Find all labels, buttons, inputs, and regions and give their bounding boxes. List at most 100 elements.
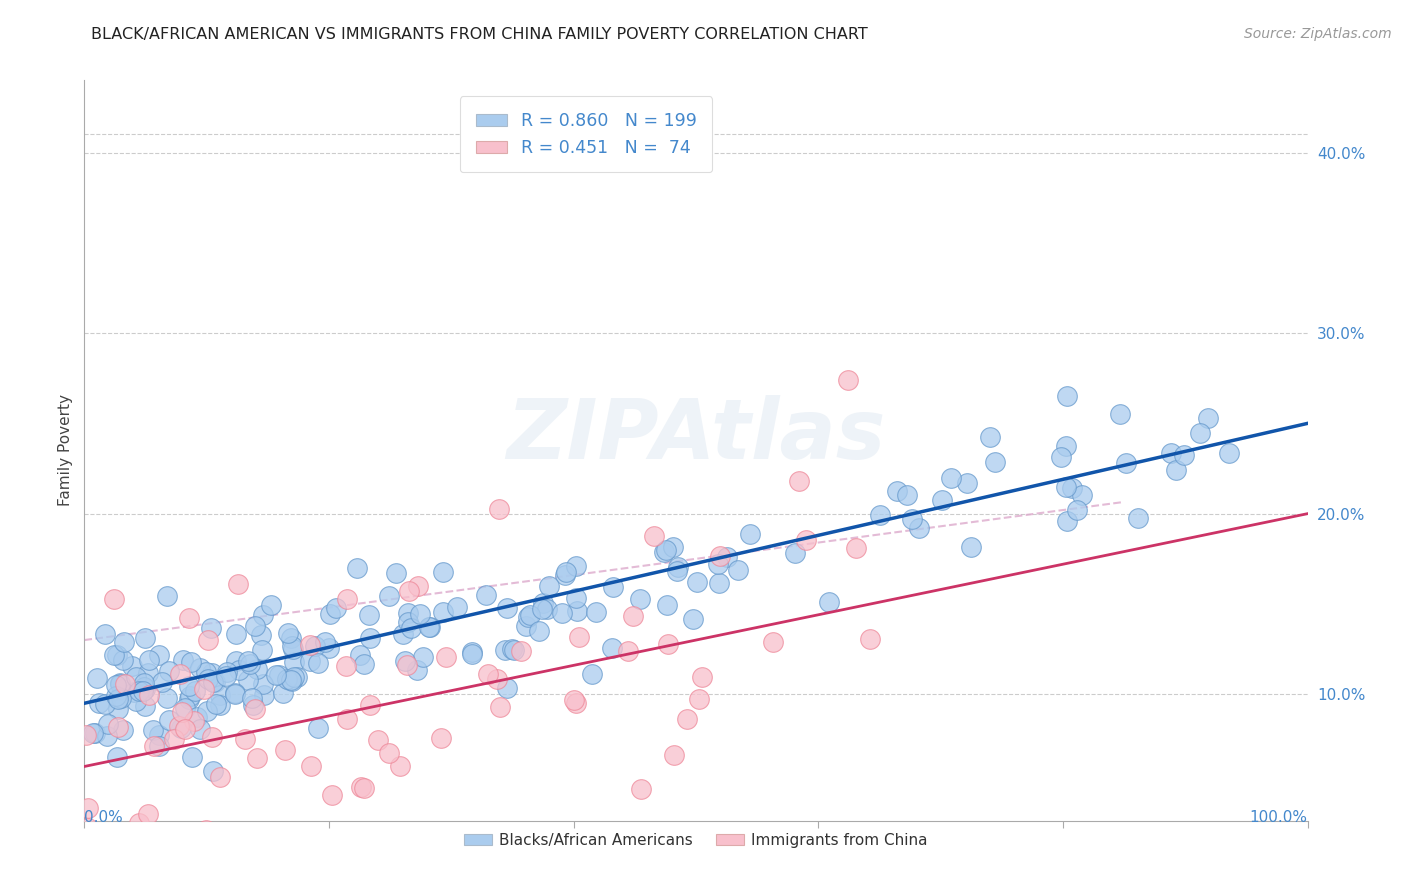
Point (104, 689, 127, 703)
Point (353, 657, 375, 671)
Point (148, 739, 170, 753)
Point (378, 589, 401, 603)
Point (495, 601, 517, 615)
Point (489, 700, 512, 714)
Point (163, 731, 186, 746)
Point (197, 633, 219, 648)
Point (353, 781, 375, 796)
Point (432, 605, 454, 619)
Point (243, 702, 266, 716)
Point (148, 727, 170, 741)
Point (787, 475, 810, 489)
Point (336, 591, 359, 606)
Text: ZIPAtlas: ZIPAtlas (506, 395, 886, 476)
Point (97, 831, 120, 846)
Point (676, 712, 699, 726)
Point (1126, 511, 1149, 525)
Point (260, 599, 283, 613)
Point (299, 638, 322, 652)
Point (538, 579, 561, 593)
Point (299, 759, 322, 773)
Point (377, 746, 399, 760)
Point (215, 665, 238, 680)
Point (82, 726, 104, 740)
Point (655, 598, 678, 612)
Point (429, 731, 451, 745)
Point (432, 566, 454, 580)
Point (134, 699, 156, 714)
Point (204, 674, 226, 689)
Point (280, 673, 302, 688)
Point (562, 693, 585, 707)
Point (785, 546, 807, 560)
Point (173, 722, 195, 736)
Point (180, 655, 202, 669)
Point (1218, 446, 1240, 460)
Point (246, 751, 269, 765)
Point (225, 627, 247, 641)
Point (1109, 408, 1132, 422)
Point (837, 374, 859, 388)
Point (112, 635, 135, 649)
Point (169, 719, 191, 733)
Point (110, 676, 132, 690)
Point (87, 696, 110, 710)
Point (179, 679, 201, 693)
Point (488, 501, 510, 516)
Point (125, 694, 148, 708)
Point (252, 688, 274, 702)
Point (277, 673, 299, 687)
Point (208, 698, 231, 713)
Point (225, 654, 247, 668)
Point (188, 661, 211, 675)
Point (1188, 425, 1211, 440)
Point (226, 576, 249, 591)
Point (148, 648, 170, 662)
Point (224, 686, 246, 700)
Point (94, 697, 117, 711)
Point (398, 584, 420, 599)
Point (367, 733, 389, 747)
Point (939, 471, 962, 485)
Point (108, 677, 131, 691)
Point (475, 588, 498, 602)
Point (359, 698, 381, 712)
Point (1164, 463, 1187, 477)
Point (496, 681, 519, 695)
Point (1160, 445, 1182, 459)
Point (103, 592, 125, 607)
Point (845, 541, 868, 555)
Point (554, 565, 576, 579)
Point (896, 488, 918, 502)
Point (93, 831, 115, 846)
Point (519, 608, 541, 623)
Point (249, 627, 271, 641)
Point (318, 640, 340, 655)
Point (419, 620, 441, 634)
Point (179, 691, 201, 706)
Point (585, 606, 607, 620)
Point (96, 831, 118, 846)
Point (274, 743, 297, 757)
Point (565, 696, 588, 710)
Point (179, 611, 201, 625)
Point (621, 608, 644, 623)
Point (111, 681, 134, 696)
Point (169, 667, 191, 681)
Point (215, 669, 238, 683)
Point (236, 654, 259, 668)
Point (197, 673, 219, 687)
Point (517, 610, 540, 624)
Point (239, 657, 262, 672)
Point (240, 691, 263, 706)
Point (188, 723, 211, 737)
Point (287, 670, 309, 684)
Point (200, 621, 222, 635)
Point (568, 631, 591, 645)
Point (349, 648, 371, 663)
Point (399, 621, 422, 635)
Point (335, 712, 357, 726)
Point (565, 559, 588, 574)
Point (283, 670, 305, 684)
Point (238, 673, 260, 688)
